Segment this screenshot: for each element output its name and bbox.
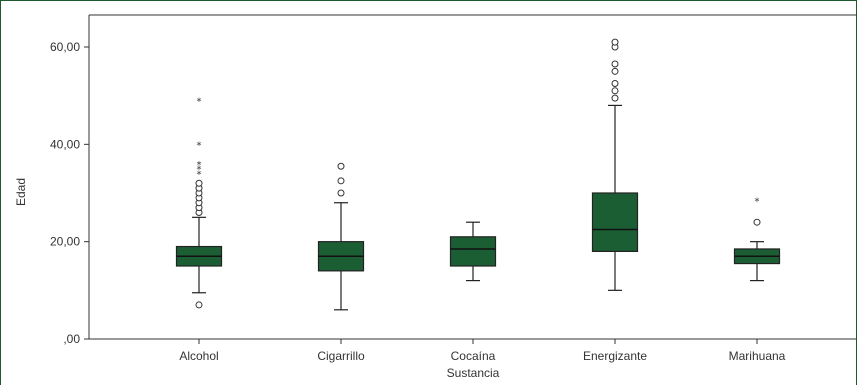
outlier-star: *	[197, 97, 202, 108]
box-marihuana: *	[733, 196, 781, 282]
box-cigarrillo	[317, 162, 365, 311]
outlier-star: *	[197, 165, 202, 176]
y-tick-label: 40,00	[50, 137, 80, 151]
outlier-circle	[611, 87, 619, 95]
x-axis-title: Sustancia	[447, 366, 500, 380]
outlier-circle	[337, 189, 345, 197]
outlier-star: *	[755, 196, 760, 207]
outlier-circle	[195, 301, 203, 309]
outlier-star: *	[197, 140, 202, 151]
x-tick-label: Cigarrillo	[317, 349, 365, 363]
box-alcohol: *****	[175, 97, 223, 309]
axes: ,00 20,00 40,00 60,00 Alcohol Cigarrillo Cocaí…	[50, 14, 857, 363]
plot-marks: ******	[175, 38, 781, 311]
outlier-star: *	[197, 170, 202, 181]
box-energizante	[591, 38, 639, 291]
outlier-circle	[611, 67, 619, 75]
x-tick-label: Cocaína	[451, 349, 496, 363]
outlier-circle	[611, 80, 619, 87]
x-tick-label: Marihuana	[729, 349, 786, 363]
x-tick-label: Alcohol	[179, 349, 218, 363]
outlier-circle	[611, 60, 619, 68]
y-tick-label: ,00	[63, 332, 80, 346]
outlier-circle	[195, 179, 203, 187]
outlier-star: *	[197, 160, 202, 171]
outlier-circle	[753, 218, 761, 226]
outlier-circle	[337, 177, 345, 185]
iqr-box	[591, 192, 639, 253]
outlier-circle	[611, 94, 619, 102]
outlier-circle	[337, 162, 345, 170]
x-tick-label: Energizante	[583, 349, 647, 363]
y-tick-label: 20,00	[50, 235, 80, 249]
box-cocaína	[449, 221, 497, 282]
outlier-circle	[611, 38, 619, 46]
iqr-box	[449, 236, 497, 267]
y-axis-title: Edad	[14, 178, 28, 206]
y-tick-label: 60,00	[50, 40, 80, 54]
